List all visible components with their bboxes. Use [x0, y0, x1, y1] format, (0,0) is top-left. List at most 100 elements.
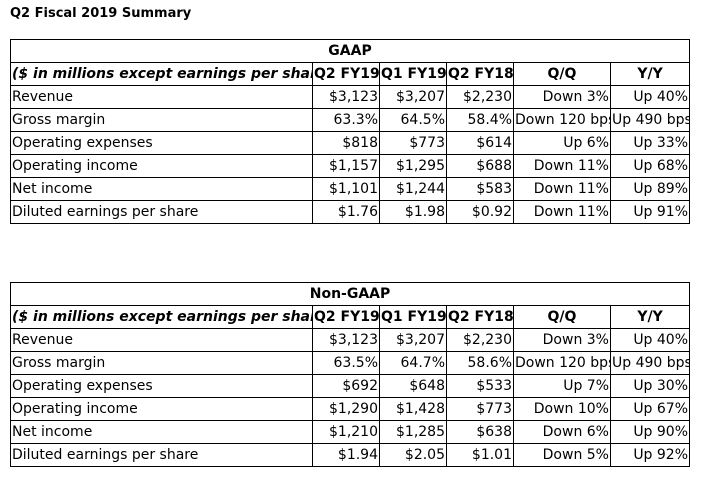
table-cell: Up 30%	[609, 374, 691, 398]
table-cell: $2.05	[379, 443, 447, 467]
table-cell: Up 90%	[609, 420, 691, 444]
table-row: Net income $1,210 $1,285 $638 Down 6% Up 90%	[10, 420, 691, 444]
table-cell: Up 490 bps	[609, 108, 691, 132]
table-row: Diluted earnings per share $1.76 $1.98 $0.9…	[10, 200, 691, 224]
row-label: Operating income	[10, 397, 313, 421]
table-cell: $533	[446, 374, 514, 398]
table-cell: $1,101	[312, 177, 380, 201]
table-row: Revenue $3,123 $3,207 $2,230 Down 3% Up 40%	[10, 328, 691, 352]
table-cell: $692	[312, 374, 380, 398]
table-cell: $583	[446, 177, 514, 201]
table-cell: Up 490 bps	[609, 351, 691, 375]
table-row: Revenue $3,123 $3,207 $2,230 Down 3% Up 40%	[10, 85, 691, 109]
table-row: Operating expenses $692 $648 $533 Up 7% Up 30…	[10, 374, 691, 398]
row-label: Net income	[10, 177, 313, 201]
table-row: Gross margin 63.3% 64.5% 58.4% Down 120 bps U…	[10, 108, 691, 132]
column-header: Q2 FY19	[312, 62, 380, 86]
table-row: Net income $1,101 $1,244 $583 Down 11% Up 89%	[10, 177, 691, 201]
table-cell: 64.5%	[379, 108, 447, 132]
table-cell: $1,295	[379, 154, 447, 178]
row-label: Gross margin	[10, 108, 313, 132]
table-cell: $1,285	[379, 420, 447, 444]
row-label: Operating expenses	[10, 374, 313, 398]
column-header: Y/Y	[609, 305, 691, 329]
table-cell: Down 120 bps	[513, 108, 611, 132]
row-label: Revenue	[10, 85, 313, 109]
row-label: Revenue	[10, 328, 313, 352]
column-header: Y/Y	[609, 62, 691, 86]
table-row: Operating income $1,157 $1,295 $688 Down 11%…	[10, 154, 691, 178]
table-cell: Up 68%	[609, 154, 691, 178]
table-caption: Non-GAAP	[9, 282, 691, 306]
table-cell: Down 120 bps	[513, 351, 611, 375]
table-cell: $3,207	[379, 328, 447, 352]
table-cell: $1,428	[379, 397, 447, 421]
table-cell: $1,157	[312, 154, 380, 178]
table-cell: $1.98	[379, 200, 447, 224]
table-caption-row: GAAP	[9, 39, 691, 63]
row-label: Diluted earnings per share	[10, 443, 313, 467]
table-cell: $1,210	[312, 420, 380, 444]
column-header: Q2 FY18	[446, 305, 514, 329]
gaap-summary-table: GAAP ($ in millions except earnings per s…	[9, 39, 691, 224]
table-cell: Down 11%	[513, 177, 611, 201]
table-cell: $2,230	[446, 85, 514, 109]
column-header: Q1 FY19	[379, 62, 447, 86]
table-cell: $3,123	[312, 85, 380, 109]
table-cell: Up 67%	[609, 397, 691, 421]
row-label: Operating income	[10, 154, 313, 178]
table-row: Gross margin 63.5% 64.7% 58.6% Down 120 bps U…	[10, 351, 691, 375]
table-cell: Up 91%	[609, 200, 691, 224]
column-header-label: ($ in millions except earnings per share…	[10, 62, 313, 86]
table-row: Operating expenses $818 $773 $614 Up 6% Up 33…	[10, 131, 691, 155]
row-label: Diluted earnings per share	[10, 200, 313, 224]
table-cell: $3,207	[379, 85, 447, 109]
table-cell: $773	[379, 131, 447, 155]
table-cell: Up 7%	[513, 374, 611, 398]
table-cell: $3,123	[312, 328, 380, 352]
table-cell: Up 89%	[609, 177, 691, 201]
table-cell: Up 40%	[609, 328, 691, 352]
table-cell: $0.92	[446, 200, 514, 224]
table-cell: Up 40%	[609, 85, 691, 109]
table-cell: $1,290	[312, 397, 380, 421]
table-cell: Up 33%	[609, 131, 691, 155]
row-label: Operating expenses	[10, 131, 313, 155]
table-cell: Down 5%	[513, 443, 611, 467]
table-cell: 64.7%	[379, 351, 447, 375]
table-cell: Down 6%	[513, 420, 611, 444]
table-cell: $638	[446, 420, 514, 444]
table-cell: $818	[312, 131, 380, 155]
column-header: Q2 FY18	[446, 62, 514, 86]
table-cell: Down 3%	[513, 85, 611, 109]
column-header: Q/Q	[513, 62, 611, 86]
column-header: Q2 FY19	[312, 305, 380, 329]
table-cell: Up 6%	[513, 131, 611, 155]
table-cell: $688	[446, 154, 514, 178]
page-title: Q2 Fiscal 2019 Summary	[10, 6, 192, 21]
table-cell: $1.76	[312, 200, 380, 224]
table-caption: GAAP	[9, 39, 691, 63]
table-row: Operating income $1,290 $1,428 $773 Down 10%…	[10, 397, 691, 421]
table-cell: $1.01	[446, 443, 514, 467]
row-label: Net income	[10, 420, 313, 444]
table-cell: 63.5%	[312, 351, 380, 375]
table-cell: $1,244	[379, 177, 447, 201]
table-cell: 58.4%	[446, 108, 514, 132]
row-label: Gross margin	[10, 351, 313, 375]
table-cell: $614	[446, 131, 514, 155]
table-cell: $773	[446, 397, 514, 421]
table-cell: Down 11%	[513, 154, 611, 178]
table-cell: Down 3%	[513, 328, 611, 352]
table-cell: $1.94	[312, 443, 380, 467]
column-header: Q/Q	[513, 305, 611, 329]
table-cell: $2,230	[446, 328, 514, 352]
table-cell: Down 11%	[513, 200, 611, 224]
table-cell: Up 92%	[609, 443, 691, 467]
table-cell: $648	[379, 374, 447, 398]
column-header: Q1 FY19	[379, 305, 447, 329]
non-gaap-summary-table: Non-GAAP ($ in millions except earnings p…	[9, 282, 691, 467]
column-header-label: ($ in millions except earnings per share…	[10, 305, 313, 329]
table-caption-row: Non-GAAP	[9, 282, 691, 306]
table-cell: Down 10%	[513, 397, 611, 421]
